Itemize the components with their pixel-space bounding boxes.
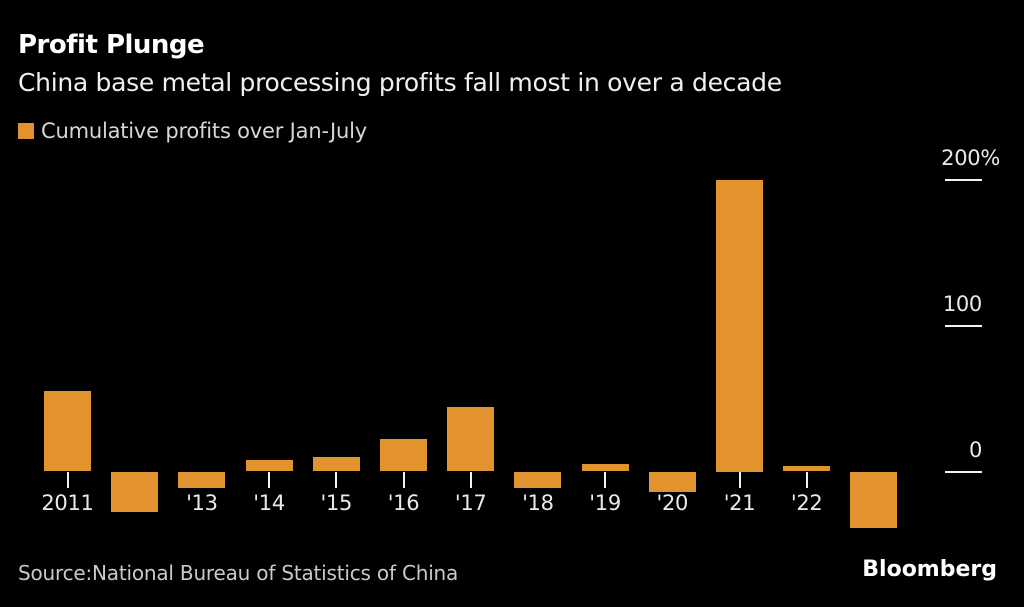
bar-2022 — [783, 465, 831, 472]
x-axis-tick — [335, 471, 338, 488]
x-axis-label-2015: '15 — [320, 491, 353, 515]
bar-2021 — [716, 179, 763, 472]
x-axis-label-2011: 2011 — [41, 491, 94, 515]
x-axis-tick — [805, 471, 808, 488]
legend: Cumulative profits over Jan-July — [18, 119, 367, 143]
legend-label: Cumulative profits over Jan-July — [41, 119, 367, 143]
bar-2014 — [245, 459, 293, 472]
bar-2018 — [514, 471, 562, 488]
x-axis-tick — [402, 471, 405, 488]
source-credit: Source:National Bureau of Statistics of … — [18, 561, 459, 585]
x-axis-tick — [268, 471, 271, 488]
legend-swatch — [18, 123, 34, 139]
x-axis-label-2013: '13 — [186, 491, 218, 515]
bar-2012 — [111, 471, 159, 513]
y-axis-tick — [945, 470, 982, 473]
x-axis-tick — [66, 471, 69, 488]
x-axis-label-2021: '21 — [723, 491, 756, 515]
x-axis-label-2017: '17 — [454, 491, 487, 515]
bar-2023 — [850, 471, 898, 529]
x-axis-tick — [469, 471, 472, 488]
y-axis-tick — [945, 324, 982, 327]
bar-2015 — [312, 456, 360, 472]
x-axis-label-2020: '20 — [656, 491, 689, 515]
chart-subtitle: China base metal processing profits fall… — [18, 68, 782, 97]
x-axis-label-2016: '16 — [387, 491, 420, 515]
x-axis-label-2018: '18 — [522, 491, 554, 515]
x-axis-label-2014: '14 — [253, 491, 285, 515]
x-axis-tick — [604, 471, 607, 488]
y-axis-tick — [945, 178, 982, 181]
y-axis-label-200: 200% — [941, 145, 1000, 170]
bar-2013 — [178, 471, 226, 488]
y-axis-label-0: 0 — [968, 437, 982, 462]
x-axis-label-2022: '22 — [790, 491, 823, 515]
chart-title: Profit Plunge — [18, 30, 205, 60]
x-axis-tick — [738, 471, 741, 488]
bar-2019 — [581, 464, 629, 472]
bar-2020 — [648, 471, 696, 492]
bar-2016 — [380, 439, 427, 472]
bar-2011 — [44, 391, 91, 472]
y-axis-label-100: 100 — [942, 291, 982, 316]
bloomberg-logo: Bloomberg — [862, 557, 997, 582]
x-axis-label-2019: '19 — [589, 491, 621, 515]
bar-2017 — [447, 407, 495, 472]
